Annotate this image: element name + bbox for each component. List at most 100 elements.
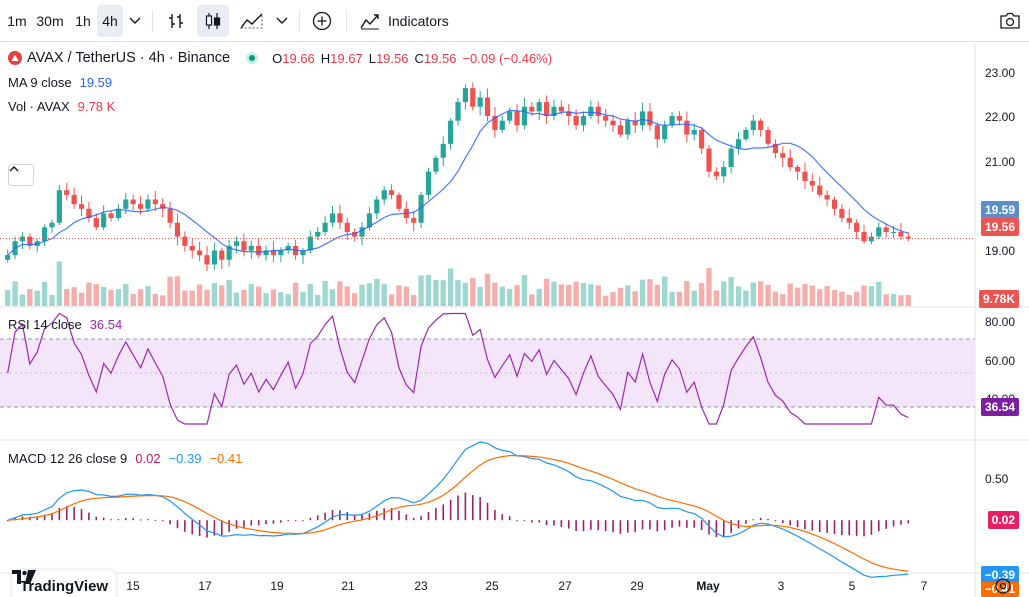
candle-body — [425, 171, 432, 195]
candle-body — [905, 236, 911, 239]
chart-canvas[interactable] — [0, 43, 1029, 597]
macd-histogram-bar — [804, 520, 806, 530]
volume-bar — [610, 292, 616, 306]
ma-legend[interactable]: MA 9 close 19.59 — [8, 75, 112, 90]
macd-tag: −0.39 — [980, 566, 1019, 584]
volume-bar — [868, 286, 875, 306]
candle-body — [86, 208, 92, 219]
volume-bar — [853, 291, 860, 306]
volume-bar — [470, 278, 476, 306]
macd-histogram-bar — [774, 520, 777, 522]
macd-histogram-bar — [353, 514, 356, 521]
vol-legend[interactable]: Vol · AVAX 9.78 K — [8, 99, 115, 114]
candle-body — [226, 245, 232, 260]
macd-histogram-bar — [759, 517, 762, 521]
volume-bar — [123, 283, 129, 306]
settings-icon[interactable] — [994, 577, 1014, 597]
candle-body — [676, 116, 683, 121]
volume-bar — [255, 286, 262, 306]
rsi-value: 36.54 — [89, 317, 123, 332]
volume-bar — [182, 290, 188, 306]
candle-body — [529, 106, 535, 112]
candle-body — [691, 129, 697, 135]
macd-histogram-bar — [686, 520, 688, 528]
camera-icon[interactable] — [994, 5, 1026, 37]
candle-body — [647, 111, 653, 126]
macd-histogram-bar — [6, 520, 9, 522]
candle-body — [440, 143, 446, 158]
macd-histogram-bar — [361, 514, 363, 521]
candle-body — [300, 250, 306, 256]
candle-body — [595, 106, 601, 117]
chevron-down-icon[interactable] — [125, 5, 145, 37]
candle-body — [484, 97, 491, 117]
tradingview-logo[interactable]: TradingView — [12, 570, 117, 597]
candle-body — [662, 125, 668, 140]
macd-histogram-bar — [663, 520, 666, 531]
interval-30m-button[interactable]: 30m — [36, 13, 64, 29]
volume-bar — [204, 289, 210, 306]
volume-bar — [108, 290, 114, 306]
macd-axis-label: 0.50 — [985, 472, 1009, 486]
macd-histogram-bar — [139, 519, 142, 521]
candle-body — [625, 120, 631, 135]
date-label: May — [696, 579, 720, 593]
volume-bar — [447, 268, 454, 306]
chevron-down-icon[interactable] — [272, 5, 292, 37]
candle-body — [735, 139, 742, 149]
indicators-button[interactable]: Indicators — [354, 5, 466, 37]
volume-bar — [160, 295, 166, 306]
ohlc-low: 19.56 — [375, 50, 409, 66]
candle-body — [381, 190, 387, 200]
candles-icon[interactable] — [197, 5, 229, 37]
candle-body — [846, 218, 852, 223]
volume-bar — [219, 285, 225, 306]
volume-bar — [831, 289, 838, 306]
volume-bar — [344, 286, 350, 306]
volume-bar — [455, 280, 461, 306]
candle-body — [462, 88, 468, 103]
interval-4h-button[interactable]: 4h — [97, 5, 123, 37]
candle-body — [521, 106, 528, 126]
macd-histogram-bar — [907, 520, 910, 524]
volume-bar — [337, 281, 343, 306]
macd-histogram-bar — [656, 520, 659, 532]
collapse-legend-button[interactable] — [8, 164, 34, 186]
candle-body — [145, 199, 151, 209]
candle-body — [204, 255, 210, 265]
macd-legend[interactable]: MACD 12 26 close 9 0.02 −0.39 −0.41 — [8, 451, 242, 466]
add-compare-icon[interactable] — [306, 5, 338, 37]
macd-histogram-bar — [833, 520, 836, 534]
volume-bar — [713, 290, 720, 306]
rsi-legend[interactable]: RSI 14 close 36.54 — [8, 317, 122, 332]
ma-value: 19.59 — [79, 75, 113, 90]
macd-histogram-bar — [619, 520, 622, 534]
candle-body — [728, 148, 734, 168]
macd-histogram-bar — [346, 512, 349, 521]
market-status-icon — [246, 52, 259, 64]
candle-body — [285, 245, 291, 251]
indicators-icon — [360, 14, 379, 30]
volume-bar — [890, 294, 897, 306]
volume-bar — [662, 276, 668, 306]
rsi-axis-label: 60.00 — [985, 354, 1016, 368]
volume-bar — [477, 286, 483, 306]
macd-histogram-bar — [368, 513, 371, 521]
bar-chart-icon[interactable] — [160, 5, 192, 37]
area-chart-icon[interactable] — [236, 5, 268, 37]
volume-bar — [93, 284, 99, 306]
macd-histogram-bar — [302, 520, 304, 522]
volume-bar — [588, 284, 594, 306]
macd-histogram-bar — [855, 520, 858, 536]
volume-bar — [374, 278, 380, 306]
candle-body — [809, 180, 815, 186]
interval-1h-button[interactable]: 1h — [75, 13, 91, 29]
volume-bar — [462, 282, 469, 306]
symbol-title[interactable]: AVAX / TetherUS · 4h · Binance — [27, 50, 231, 66]
volume-bar — [285, 294, 291, 306]
macd-histogram-bar — [309, 517, 312, 521]
volume-bar — [506, 288, 513, 306]
interval-1m-button[interactable]: 1m — [7, 13, 27, 29]
candle-body — [861, 231, 867, 242]
